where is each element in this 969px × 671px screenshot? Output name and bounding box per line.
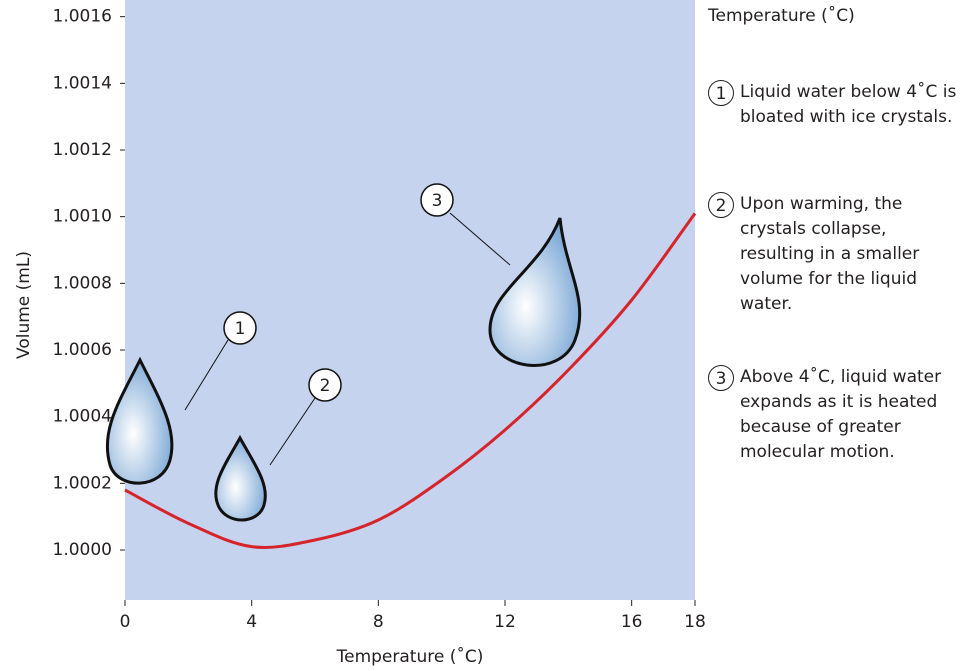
y-tick-label: 1.0002 [53, 473, 112, 493]
callout-number: 1 [235, 319, 246, 339]
x-axis-label: Temperature (˚C) [336, 646, 484, 667]
x-tick-label: 8 [373, 612, 384, 632]
note-text: Upon warming, the crystals collapse, res… [740, 192, 963, 317]
y-axis-label: Volume (mL) [14, 251, 34, 359]
plot-area [125, 0, 695, 600]
note-text: Liquid water below 4˚C is bloated with i… [740, 80, 963, 130]
y-tick-label: 1.0016 [53, 7, 112, 27]
callout-number: 2 [320, 376, 331, 396]
y-tick-label: 1.0008 [53, 273, 112, 293]
note-number: 3 [708, 365, 734, 391]
x-tick-label: 0 [120, 612, 131, 632]
x-tick-label: 12 [494, 612, 516, 632]
y-tick-label: 1.0004 [53, 407, 112, 427]
note-text: Above 4˚C, liquid water expands as it is… [740, 365, 963, 465]
y-tick-label: 1.0000 [53, 540, 112, 560]
x-tick-label: 4 [246, 612, 257, 632]
y-tick-label: 1.0010 [53, 207, 112, 227]
y-tick-label: 1.0012 [53, 140, 112, 160]
callout-number: 3 [432, 191, 443, 211]
x-tick-label: 16 [621, 612, 643, 632]
note-number: 1 [708, 80, 734, 106]
page: Temperature (˚C) 1.0000 1.0002 1.0004 1.0006… [0, 0, 969, 671]
y-tick-label: 1.0014 [53, 73, 112, 93]
x-tick-label: 18 [684, 612, 706, 632]
note-number: 2 [708, 192, 734, 218]
caption: Temperature (˚C) [707, 5, 855, 26]
y-tick-label: 1.0006 [53, 340, 112, 360]
